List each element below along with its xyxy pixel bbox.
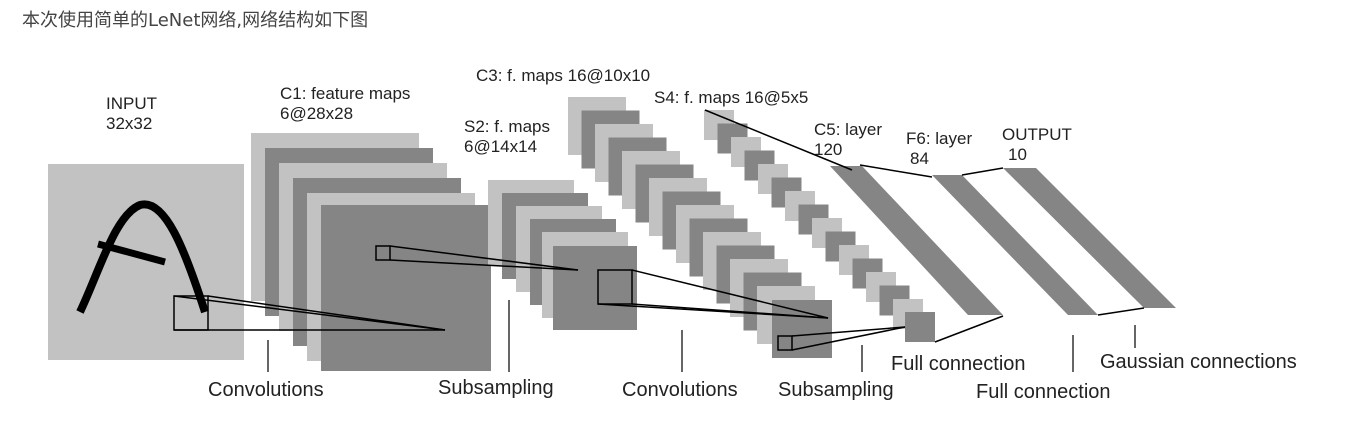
input-label: INPUT: [106, 94, 157, 113]
op-full-connection-2: Full connection: [976, 381, 1111, 403]
letter-a-icon: [76, 200, 209, 314]
op-gaussian-connections: Gaussian connections: [1100, 351, 1297, 373]
c5-layer: [830, 166, 1003, 315]
c5-size: 120: [814, 140, 842, 159]
output-label: OUTPUT: [1002, 125, 1072, 144]
output-layer: [1003, 168, 1176, 308]
s2-feature-maps: [488, 180, 637, 330]
s4-last-map: [905, 312, 935, 342]
s2-label: S2: f. maps: [464, 117, 550, 136]
op-full-connection-1: Full connection: [891, 353, 1026, 375]
c3-label: C3: f. maps 16@10x10: [476, 66, 650, 85]
op-convolutions-1: Convolutions: [208, 379, 324, 401]
input-layer: [48, 164, 244, 360]
output-size: 10: [1008, 145, 1027, 164]
f6-label: F6: layer: [906, 129, 972, 148]
f6-layer: [932, 175, 1098, 315]
input-size: 32x32: [106, 114, 152, 133]
connection-lines: [173, 109, 1145, 351]
op-subsampling-1: Subsampling: [438, 377, 554, 399]
c1-feature-maps: [251, 133, 491, 371]
c1-label: C1: feature maps: [280, 84, 410, 103]
s2-size: 6@14x14: [464, 137, 537, 156]
operation-ticks: [267, 300, 1136, 372]
c1-size: 6@28x28: [280, 104, 353, 123]
op-subsampling-2: Subsampling: [778, 379, 894, 401]
c5-label: C5: layer: [814, 120, 882, 139]
op-convolutions-2: Convolutions: [622, 379, 738, 401]
s4-label: S4: f. maps 16@5x5: [654, 88, 808, 107]
f6-size: 84: [910, 149, 929, 168]
page-caption: 本次使用简单的LeNet网络,网络结构如下图: [22, 10, 369, 31]
